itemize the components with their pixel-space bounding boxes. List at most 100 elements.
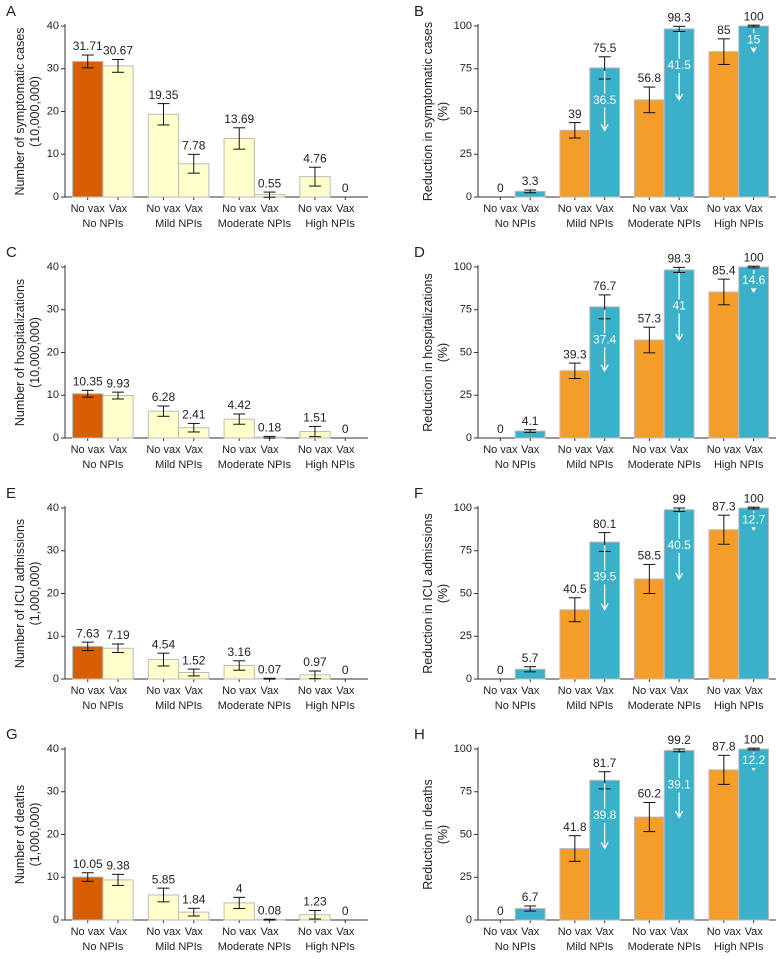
- arrow-head: [675, 572, 684, 581]
- value-label: 85: [717, 23, 731, 37]
- bar: [102, 65, 134, 198]
- y-tick-label: 75: [460, 63, 472, 75]
- x-tick-label: No vax: [71, 926, 106, 938]
- value-label: 0: [497, 422, 504, 436]
- x-tick-label: No vax: [483, 685, 518, 697]
- x-tick-label: No vax: [146, 444, 181, 456]
- y-tick-label: 30: [47, 63, 59, 75]
- value-label: 39.3: [563, 347, 587, 361]
- y-axis-label: Reduction in symptomatic cases: [421, 22, 435, 201]
- arrow-head: [600, 123, 609, 132]
- value-label: 4.1: [522, 414, 539, 428]
- value-label: 98.3: [667, 11, 691, 25]
- bar: [738, 266, 770, 439]
- x-tick-label: Vax: [670, 203, 689, 215]
- value-label: 60.2: [638, 787, 662, 801]
- group-label: High NPIs: [714, 218, 764, 230]
- x-tick-label: Vax: [109, 926, 128, 938]
- y-tick-label: 0: [53, 673, 59, 685]
- arrow-head: [600, 603, 609, 611]
- panel-letter: B: [414, 3, 424, 20]
- x-tick-label: Vax: [260, 444, 279, 456]
- value-label: 6.7: [522, 890, 539, 904]
- y-tick-label: 10: [47, 630, 59, 642]
- y-tick-label: 0: [466, 673, 472, 685]
- value-label: 100: [744, 9, 764, 23]
- value-label: 1.51: [303, 411, 327, 425]
- arrow-label-bg: [741, 33, 766, 48]
- y-tick-label: 0: [53, 914, 59, 926]
- x-tick-label: Vax: [109, 685, 128, 697]
- x-tick-label: Vax: [670, 444, 689, 456]
- bar: [708, 51, 740, 198]
- x-tick-label: No vax: [222, 444, 257, 456]
- panel-letter: H: [414, 726, 425, 743]
- arrow-label-bg: [667, 299, 692, 314]
- arrow-label: 12.2: [742, 753, 766, 767]
- panel-letter: A: [6, 3, 16, 20]
- value-label: 7.63: [76, 626, 100, 640]
- value-label: 75.5: [593, 41, 617, 55]
- value-label: 7.78: [182, 139, 206, 153]
- x-tick-label: No vax: [558, 203, 593, 215]
- group-label: No NPIs: [495, 700, 536, 712]
- bar: [738, 507, 770, 680]
- bar: [102, 647, 134, 680]
- arrow-head: [600, 364, 609, 373]
- x-tick-label: Vax: [185, 203, 204, 215]
- y-tick-label: 50: [460, 828, 472, 840]
- bar: [738, 25, 770, 198]
- x-tick-label: No vax: [632, 685, 667, 697]
- y-axis-label: (10,000,000): [28, 76, 42, 147]
- panel-letter: D: [414, 244, 425, 261]
- value-label: 0: [342, 181, 349, 195]
- value-label: 98.3: [667, 252, 691, 266]
- x-tick-label: No vax: [146, 203, 181, 215]
- value-label: 30.67: [103, 44, 133, 58]
- value-label: 1.84: [182, 892, 206, 906]
- value-label: 0.18: [258, 421, 282, 435]
- y-tick-label: 75: [460, 304, 472, 316]
- bar: [559, 129, 591, 198]
- x-tick-label: Vax: [596, 203, 615, 215]
- value-label: 1.52: [182, 653, 206, 667]
- y-tick-label: 100: [454, 20, 472, 32]
- y-tick-label: 25: [460, 871, 472, 883]
- y-axis-label: (%): [436, 825, 450, 844]
- group-label: Moderate NPIs: [628, 459, 702, 471]
- group-label: Mild NPIs: [566, 700, 614, 712]
- arrow-label: 39.1: [667, 777, 691, 791]
- arrow-label: 41: [672, 299, 686, 313]
- value-label: 0: [497, 181, 504, 195]
- group-label: High NPIs: [714, 459, 764, 471]
- value-label: 3.16: [228, 645, 252, 659]
- x-tick-label: No vax: [298, 926, 333, 938]
- x-tick-label: No vax: [298, 685, 333, 697]
- x-tick-label: Vax: [745, 444, 764, 456]
- x-tick-label: No vax: [71, 203, 106, 215]
- value-label: 39: [568, 107, 582, 121]
- x-tick-label: No vax: [483, 203, 518, 215]
- group-label: High NPIs: [305, 941, 355, 953]
- panel-letter: F: [414, 485, 423, 502]
- y-tick-label: 25: [460, 389, 472, 401]
- x-tick-label: No vax: [298, 203, 333, 215]
- y-tick-label: 0: [53, 432, 59, 444]
- x-tick-label: Vax: [185, 444, 204, 456]
- value-label: 9.38: [106, 859, 130, 873]
- value-label: 0.97: [303, 655, 327, 669]
- arrow-label: 40.5: [667, 538, 691, 552]
- y-axis-label: Number of hospitalizations: [13, 279, 27, 426]
- x-tick-label: No vax: [71, 444, 106, 456]
- x-tick-label: No vax: [146, 926, 181, 938]
- y-tick-label: 25: [460, 630, 472, 642]
- y-axis-label: (10,000,000): [28, 317, 42, 388]
- value-label: 9.93: [106, 376, 130, 390]
- x-tick-label: Vax: [596, 444, 615, 456]
- x-tick-label: Vax: [336, 926, 355, 938]
- x-tick-label: Vax: [745, 203, 764, 215]
- value-label: 0.07: [258, 662, 282, 676]
- value-label: 4.42: [228, 398, 252, 412]
- arrow-label: 37.4: [593, 332, 617, 346]
- bar: [633, 816, 665, 921]
